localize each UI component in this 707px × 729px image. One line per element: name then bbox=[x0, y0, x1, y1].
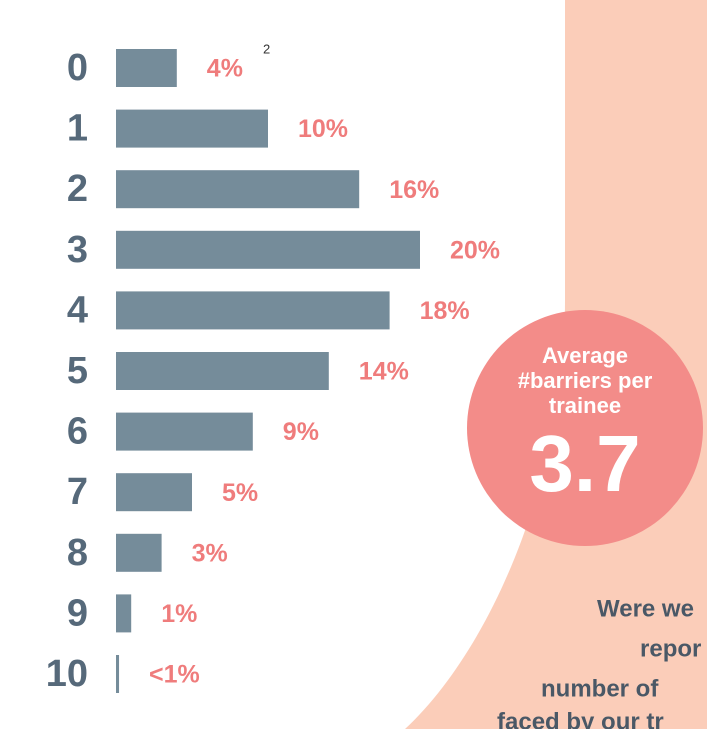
bar bbox=[116, 49, 177, 87]
value-label: 1% bbox=[161, 600, 197, 628]
value-label: 18% bbox=[420, 297, 470, 325]
bar bbox=[116, 230, 420, 269]
bar bbox=[116, 109, 268, 148]
category-label: 6 bbox=[67, 411, 88, 453]
category-label: 7 bbox=[67, 471, 88, 513]
category-label: 8 bbox=[67, 532, 88, 574]
bar bbox=[116, 594, 132, 633]
caption-line: Were we bbox=[597, 595, 694, 622]
value-label: 4% bbox=[207, 55, 243, 83]
badge-value: 3.7 bbox=[529, 419, 640, 508]
bar bbox=[116, 473, 192, 512]
caption-line: number of bbox=[541, 675, 659, 702]
caption-line: repor bbox=[640, 635, 701, 662]
bar bbox=[116, 412, 253, 451]
bar bbox=[116, 533, 162, 572]
value-label: 9% bbox=[283, 418, 319, 446]
category-label: 5 bbox=[67, 350, 88, 392]
value-label: 20% bbox=[450, 236, 500, 264]
category-label: 4 bbox=[67, 289, 88, 331]
bar bbox=[116, 170, 360, 209]
category-label: 1 bbox=[67, 108, 88, 150]
badge-title: trainee bbox=[549, 393, 621, 418]
value-label: 3% bbox=[192, 539, 228, 567]
footnote: 2 bbox=[263, 41, 270, 56]
badge bbox=[467, 310, 703, 546]
value-label: 16% bbox=[389, 176, 439, 204]
badge-title: #barriers per bbox=[518, 368, 653, 393]
value-label: 14% bbox=[359, 358, 409, 386]
value-label: 5% bbox=[222, 479, 258, 507]
badge-title: Average bbox=[542, 343, 628, 368]
category-label: 2 bbox=[67, 168, 88, 210]
bar bbox=[116, 352, 329, 390]
category-label: 9 bbox=[67, 592, 88, 634]
category-label: 10 bbox=[46, 653, 88, 695]
bar bbox=[116, 291, 390, 330]
value-label: 10% bbox=[298, 115, 348, 143]
caption-line: faced by our tr bbox=[497, 708, 664, 729]
category-label: 0 bbox=[67, 47, 88, 89]
bar bbox=[116, 655, 120, 693]
value-label: <1% bbox=[149, 661, 200, 689]
category-label: 3 bbox=[67, 229, 88, 271]
